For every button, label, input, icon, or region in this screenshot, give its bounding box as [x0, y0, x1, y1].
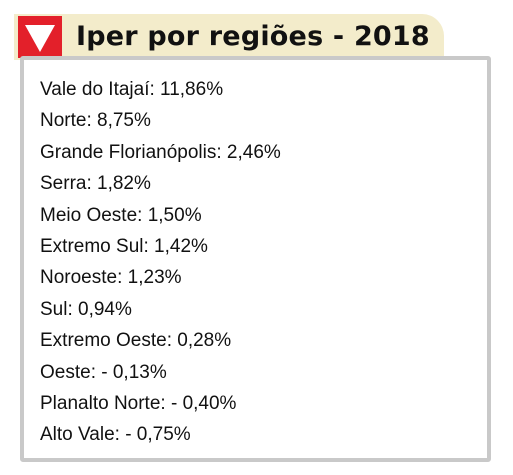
- down-triangle-icon: [18, 16, 62, 58]
- list-item: Meio Oeste: 1,50%: [40, 204, 202, 226]
- list-item: Vale do Itajaí: 11,86%: [40, 79, 224, 100]
- list-item: Grande Florianópolis: 2,46%: [40, 141, 281, 163]
- list-item: Planalto Norte: - 0,40%: [40, 393, 237, 415]
- list-item: Noroeste: 1,23%: [40, 267, 182, 289]
- regions-panel: Vale do Itajaí: 11,86% Norte: 8,75% Gran…: [20, 56, 491, 462]
- list-item: Sul: 0,94%: [40, 298, 132, 320]
- list-item: Extremo Sul: 1,42%: [40, 236, 208, 258]
- list-item: Oeste: - 0,13%: [40, 361, 167, 383]
- list-item: Alto Vale: - 0,75%: [40, 424, 191, 446]
- page-title: Iper por regiões - 2018: [76, 21, 430, 52]
- list-item: Extremo Oeste: 0,28%: [40, 330, 232, 352]
- title-banner: [14, 14, 444, 60]
- list-item: Norte: 8,75%: [40, 110, 151, 132]
- regions-list: Vale do Itajaí: 11,86% Norte: 8,75% Gran…: [40, 74, 281, 451]
- list-item: Serra: 1,82%: [40, 173, 151, 195]
